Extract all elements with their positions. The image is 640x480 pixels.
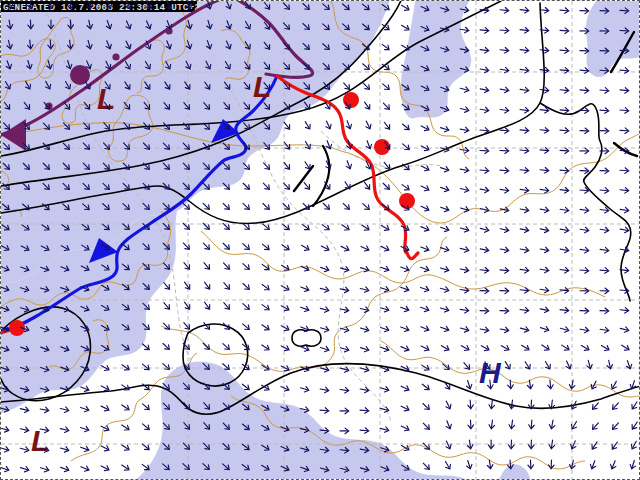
svg-text:L: L — [97, 82, 115, 115]
svg-text:L: L — [253, 70, 271, 103]
